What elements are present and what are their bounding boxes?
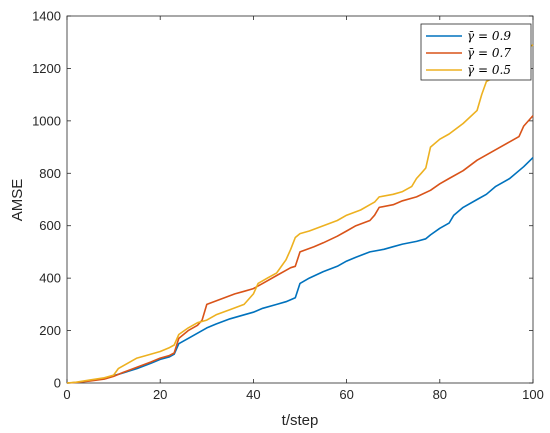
x-tick-label: 80 [433, 387, 447, 402]
legend-value-1: = 0.7 [478, 46, 511, 60]
legend-value-2: = 0.5 [478, 63, 511, 77]
series-line-0 [66, 157, 534, 384]
y-axis-label: AMSE [9, 179, 26, 222]
y-tick-label: 200 [39, 323, 61, 338]
legend: γ̄ = 0.9γ̄ = 0.7γ̄ = 0.5 [420, 23, 532, 81]
y-tick-label: 0 [54, 376, 61, 391]
legend-value-0: = 0.9 [478, 29, 511, 43]
x-tick-label: 20 [153, 387, 167, 402]
y-tick-label: 1200 [32, 61, 61, 76]
y-tick-label: 1000 [32, 113, 61, 128]
series-lines [66, 44, 534, 384]
x-axis-label: t/step [282, 412, 319, 429]
legend-symbol-0: γ̄ [467, 29, 475, 43]
y-tick-label: 600 [39, 218, 61, 233]
series-line-1 [66, 115, 534, 384]
legend-symbol-1: γ̄ [467, 46, 475, 60]
x-tick-label: 100 [522, 387, 544, 402]
y-tick-label: 1400 [32, 9, 61, 24]
series-line-2 [66, 44, 534, 384]
legend-box [420, 23, 532, 81]
y-axis-ticks: 0 200 400 600 800 1000 1200 1400 [32, 9, 533, 391]
y-tick-label: 800 [39, 166, 61, 181]
y-tick-label: 400 [39, 271, 61, 286]
x-tick-label: 40 [246, 387, 260, 402]
legend-symbol-2: γ̄ [467, 63, 475, 77]
x-tick-label: 0 [63, 387, 70, 402]
x-axis-ticks: 0 20 40 60 80 100 [63, 16, 544, 402]
x-tick-label: 60 [339, 387, 353, 402]
